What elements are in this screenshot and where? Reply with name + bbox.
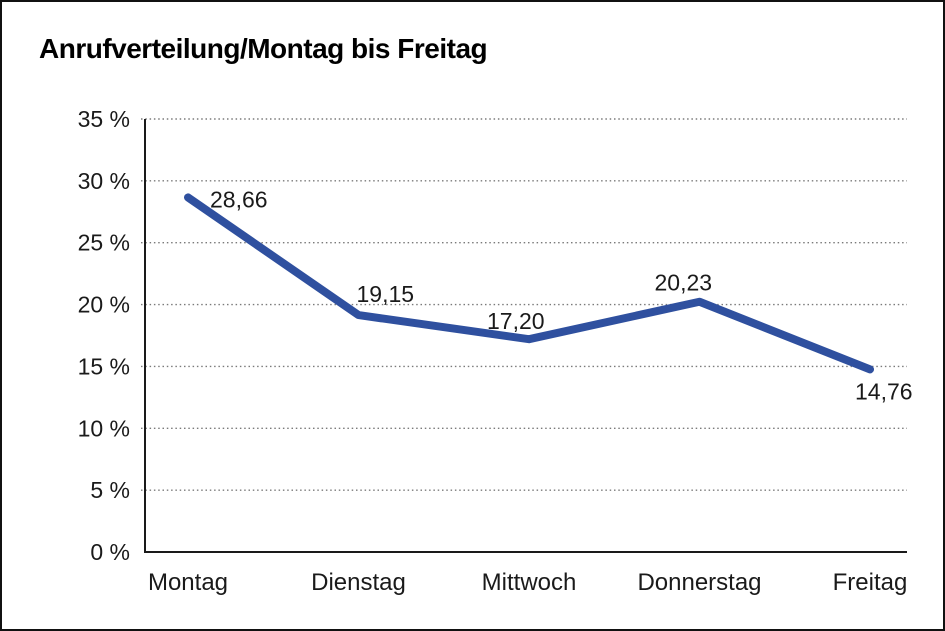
data-point-label: 28,66 (210, 186, 268, 212)
x-tick-label: Montag (148, 569, 228, 596)
x-tick-label: Dienstag (311, 569, 406, 596)
y-tick-label: 35 % (78, 106, 130, 132)
data-point-label: 19,15 (357, 281, 415, 307)
y-tick-label: 10 % (78, 415, 130, 441)
x-tick-label: Freitag (833, 569, 908, 596)
data-point-label: 20,23 (655, 270, 713, 296)
y-tick-label: 25 % (78, 230, 130, 256)
x-tick-label: Donnerstag (637, 569, 761, 596)
y-tick-label: 5 % (90, 477, 130, 503)
chart-title: Anrufverteilung/Montag bis Freitag (39, 33, 488, 64)
x-tick-label: Mittwoch (482, 569, 577, 596)
y-tick-label: 20 % (78, 292, 130, 318)
data-point-label: 17,20 (487, 308, 545, 334)
y-tick-label: 0 % (90, 539, 130, 565)
y-tick-label: 15 % (78, 353, 130, 379)
y-tick-label: 30 % (78, 168, 130, 194)
data-series-line (184, 193, 874, 374)
data-point-label: 14,76 (855, 378, 913, 404)
